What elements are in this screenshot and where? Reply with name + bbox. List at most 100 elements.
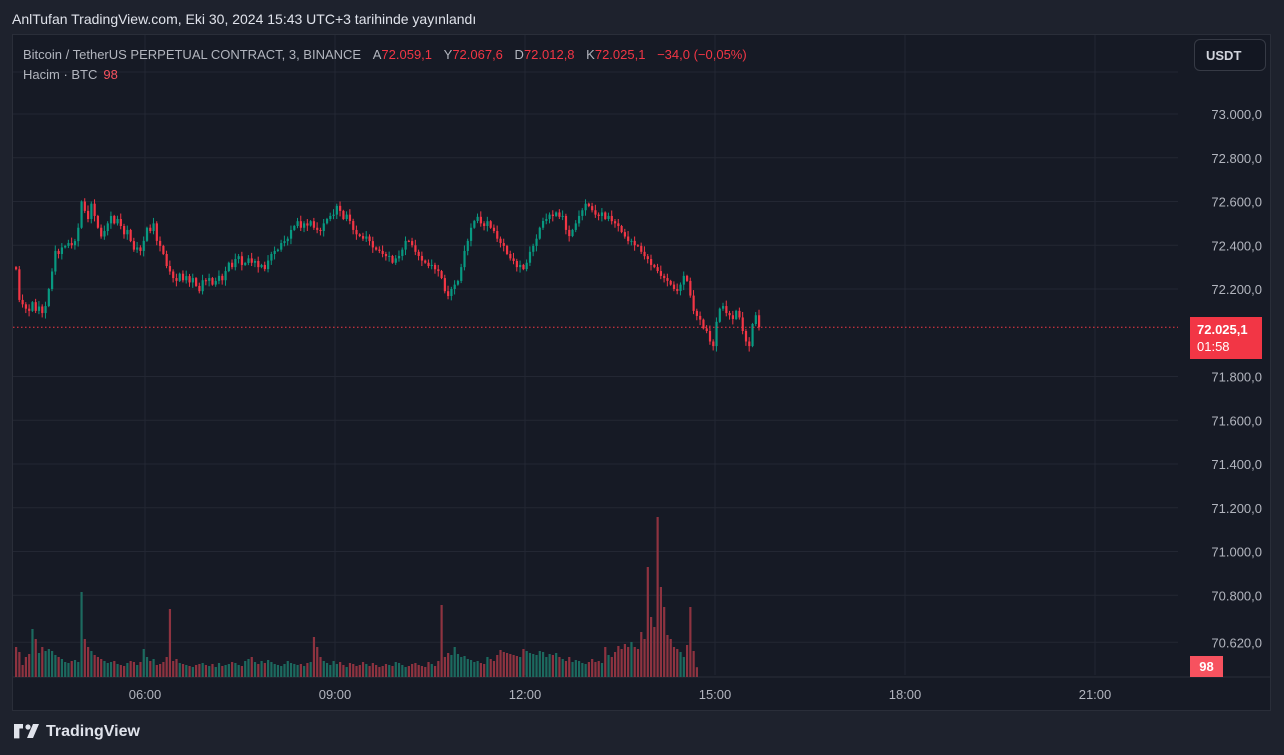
currency-button[interactable]: USDT: [1194, 39, 1266, 71]
volume-bar: [240, 666, 244, 677]
volume-bar: [273, 664, 276, 677]
volume-bar: [505, 653, 509, 677]
candle-body: [253, 261, 257, 263]
candle-body: [276, 249, 280, 251]
candle-body: [591, 206, 594, 211]
open-value: 72.059,1: [381, 47, 433, 62]
volume-bar: [335, 664, 338, 677]
candle-body: [204, 280, 208, 282]
volume-bar: [41, 647, 44, 677]
candle-body: [545, 219, 548, 221]
volume-bar: [224, 665, 227, 677]
volume-bar: [401, 665, 404, 677]
volume-bar: [289, 663, 293, 677]
volume-bar: [581, 663, 584, 677]
symbol-title[interactable]: Bitcoin / TetherUS PERPETUAL CONTRACT, 3…: [23, 47, 362, 62]
volume-bar: [93, 655, 96, 677]
volume-bar: [319, 657, 322, 677]
candle-body: [505, 245, 509, 254]
candle-body: [365, 236, 368, 239]
candle-body: [270, 254, 273, 261]
candle-body: [587, 203, 590, 207]
candle-body: [165, 254, 168, 267]
tradingview-logo[interactable]: TradingView: [14, 723, 140, 741]
volume-bar: [361, 662, 365, 677]
candle-body: [666, 278, 669, 281]
volume-bar: [591, 659, 594, 677]
volume-bar: [384, 664, 388, 677]
price-axis-label: 72.200,0: [1211, 282, 1262, 297]
volume-bar: [329, 665, 332, 677]
candle-body: [348, 214, 352, 221]
candle-body: [447, 291, 450, 296]
volume-bar: [656, 517, 659, 677]
price-axis-label: 71.400,0: [1211, 457, 1262, 472]
volume-bar: [433, 666, 437, 677]
candle-body: [54, 250, 57, 272]
candle-body: [509, 254, 512, 259]
candlestick-chart[interactable]: 73.000,0 72.800,0 72.600,0 72.400,0 72.200,0…: [13, 35, 1271, 711]
volume-bar: [561, 659, 564, 677]
candle-body: [152, 223, 155, 232]
candle-body: [263, 264, 266, 270]
volume-bar: [558, 657, 561, 677]
volume-bar: [692, 651, 695, 677]
candle-body: [306, 223, 309, 226]
candle-body: [208, 278, 211, 281]
candle-body: [260, 264, 263, 268]
high-label: Y: [443, 47, 453, 62]
volume-bar: [509, 654, 512, 677]
volume-bar: [466, 659, 469, 677]
volume-bar: [577, 661, 581, 677]
volume-bar: [90, 651, 93, 677]
time-label: 18:00: [888, 687, 922, 702]
volume-bar: [342, 665, 345, 677]
volume-bar: [630, 642, 633, 677]
candle-body: [18, 269, 21, 300]
candle-body: [564, 215, 568, 230]
volume-bar: [221, 666, 224, 677]
published-caption: AnlTufan TradingView.com, Eki 30, 2024 1…: [12, 11, 477, 27]
candle-body: [741, 317, 744, 331]
candle-body: [375, 247, 378, 250]
volume-bar: [672, 647, 676, 677]
candle-body: [633, 240, 636, 246]
candle-body: [332, 214, 335, 216]
volume-bar: [316, 647, 319, 677]
volume-bar: [123, 666, 126, 677]
volume-label[interactable]: Hacim · BTC: [23, 67, 98, 82]
volume-bar: [145, 657, 149, 677]
volume-bar: [407, 666, 410, 677]
volume-bar: [483, 664, 486, 677]
candle-body: [528, 251, 532, 263]
candle-body: [60, 247, 64, 254]
volume-bar: [568, 657, 571, 677]
candle-body: [584, 203, 587, 211]
candle-body: [437, 269, 440, 272]
candle-body: [702, 319, 705, 329]
volume-bar: [280, 666, 283, 677]
volume-bar: [168, 609, 172, 677]
candle-body: [721, 306, 725, 309]
volume-bar: [149, 661, 152, 677]
volume-bar: [633, 647, 636, 677]
volume-bar: [352, 664, 355, 677]
candle-body: [15, 267, 18, 270]
volume-legend: Hacim · BTC 98: [23, 67, 118, 82]
candle-body: [748, 341, 751, 347]
candle-body: [191, 278, 194, 283]
volume-bar: [368, 666, 371, 677]
volume-bar: [299, 664, 302, 677]
chart-panel[interactable]: 73.000,0 72.800,0 72.600,0 72.400,0 72.200,0…: [12, 34, 1271, 711]
candle-body: [214, 280, 217, 285]
volume-bar: [217, 663, 221, 677]
candle-body: [28, 308, 31, 311]
volume-bar: [60, 659, 64, 677]
candle-body: [600, 212, 604, 216]
volume-bar: [597, 661, 600, 677]
candle-body: [339, 205, 342, 211]
candle-body: [90, 203, 93, 219]
volume-bar: [397, 663, 401, 677]
volume-bar: [136, 665, 139, 677]
candle-body: [535, 238, 538, 246]
